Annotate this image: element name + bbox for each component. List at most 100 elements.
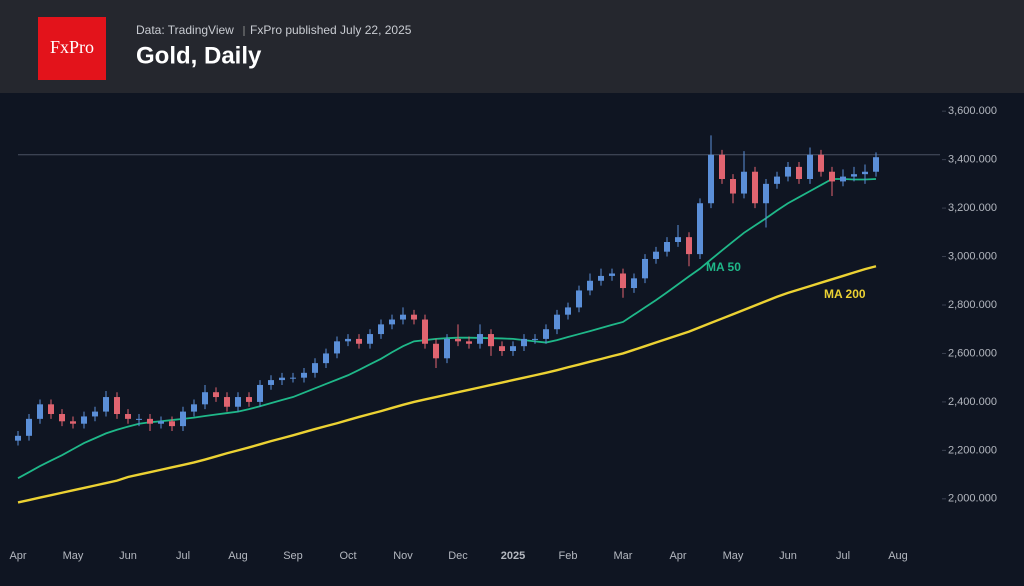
candle-body <box>103 397 109 412</box>
candle-body <box>301 372 307 378</box>
x-tick-label: Dec <box>448 550 468 562</box>
y-tick-label: 2,000.000 <box>948 493 997 505</box>
candle-body <box>26 418 32 436</box>
candle-body <box>510 346 516 352</box>
candle-body <box>400 314 406 320</box>
candle-body <box>180 411 186 427</box>
x-tick-label: Mar <box>614 550 633 562</box>
candle-body <box>587 280 593 291</box>
candle-body <box>411 314 417 320</box>
candle-body <box>477 334 483 344</box>
candle-body <box>59 414 65 422</box>
candle-body <box>763 183 769 204</box>
x-tick-label: Nov <box>393 550 413 562</box>
candle-body <box>367 334 373 344</box>
source: Data: TradingView <box>136 23 234 37</box>
candle-body <box>279 377 285 381</box>
candle-body <box>796 166 802 180</box>
candle-body <box>653 251 659 259</box>
candle-body <box>224 397 230 407</box>
candle-body <box>697 203 703 255</box>
candle-body <box>345 338 351 342</box>
candle-body <box>433 343 439 359</box>
candle-body <box>521 338 527 347</box>
candle-body <box>323 353 329 364</box>
candle-body <box>147 418 153 424</box>
x-tick-label: Aug <box>888 550 908 562</box>
candle-body <box>664 242 670 252</box>
x-tick-label: Oct <box>339 550 356 562</box>
header-bar <box>0 0 1024 93</box>
candle-body <box>246 397 252 402</box>
logo-text: FxPro <box>50 37 94 57</box>
candle-body <box>708 154 714 204</box>
x-tick-label: Jul <box>176 550 190 562</box>
candle-body <box>873 157 879 172</box>
candle-body <box>774 176 780 184</box>
candle-body <box>609 273 615 276</box>
candle-body <box>202 392 208 405</box>
candle-body <box>15 435 21 441</box>
candle-body <box>169 421 175 427</box>
candle-body <box>444 338 450 359</box>
logo-box <box>38 17 106 80</box>
candle-body <box>851 174 857 177</box>
candle-body <box>268 380 274 385</box>
candle-body <box>620 273 626 289</box>
candle-body <box>70 421 76 424</box>
candle-body <box>356 338 362 344</box>
candle-body <box>532 338 538 340</box>
candle-body <box>675 237 681 242</box>
candle-body <box>48 404 54 415</box>
x-tick-label: Apr <box>669 550 686 562</box>
candle-body <box>334 341 340 354</box>
ma-line <box>17 265 877 504</box>
candle-body <box>290 377 296 379</box>
candle-body <box>378 324 384 335</box>
candle-body <box>37 404 43 419</box>
candle-body <box>191 404 197 412</box>
candle-body <box>114 397 120 415</box>
candle-body <box>499 346 505 352</box>
y-tick-label: 3,000.000 <box>948 250 997 262</box>
candle-body <box>576 290 582 308</box>
candle-body <box>565 307 571 315</box>
candle-body <box>257 384 263 402</box>
candle-body <box>631 278 637 289</box>
candle-body <box>642 258 648 279</box>
ma-label: MA 50 <box>706 260 741 274</box>
x-tick-label: Feb <box>559 550 578 562</box>
candle-body <box>818 154 824 172</box>
x-tick-label: Jun <box>779 550 797 562</box>
x-tick-label: Apr <box>9 550 26 562</box>
candle-body <box>92 411 98 417</box>
x-tick-label: Jul <box>836 550 850 562</box>
candle-body <box>235 397 241 407</box>
y-tick-label: 3,600.000 <box>948 105 997 117</box>
x-tick-label: May <box>63 550 84 562</box>
candle-body <box>312 363 318 373</box>
x-tick-label: Aug <box>228 550 248 562</box>
y-tick-label: 3,400.000 <box>948 154 997 166</box>
candle-body <box>466 341 472 344</box>
y-tick-label: 2,400.000 <box>948 396 997 408</box>
x-tick-label: Jun <box>119 550 137 562</box>
candle-body <box>862 171 868 175</box>
y-tick-label: 2,600.000 <box>948 347 997 359</box>
candle-body <box>719 154 725 180</box>
candle-body <box>840 176 846 182</box>
ma-label: MA 200 <box>824 287 866 301</box>
candle-body <box>136 418 142 420</box>
x-tick-label: Sep <box>283 550 303 562</box>
candle-body <box>807 154 813 180</box>
candle-body <box>213 392 219 398</box>
y-tick-label: 2,800.000 <box>948 299 997 311</box>
y-tick-label: 3,200.000 <box>948 202 997 214</box>
candle-body <box>389 319 395 325</box>
candle-body <box>598 275 604 281</box>
candle-body <box>125 414 131 419</box>
candle-body <box>785 166 791 177</box>
candle-body <box>158 421 164 424</box>
